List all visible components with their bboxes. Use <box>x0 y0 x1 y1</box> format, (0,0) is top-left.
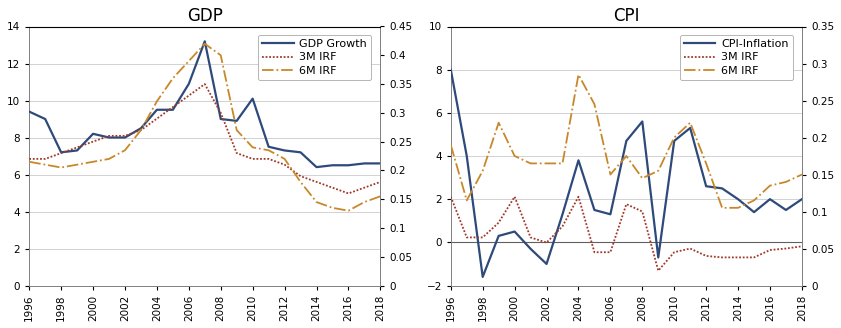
Legend: CPI-Inflation, 3M IRF, 6M IRF: CPI-Inflation, 3M IRF, 6M IRF <box>680 35 793 80</box>
Title: CPI: CPI <box>613 7 640 25</box>
Title: GDP: GDP <box>187 7 223 25</box>
Legend: GDP Growth, 3M IRF, 6M IRF: GDP Growth, 3M IRF, 6M IRF <box>258 35 371 80</box>
